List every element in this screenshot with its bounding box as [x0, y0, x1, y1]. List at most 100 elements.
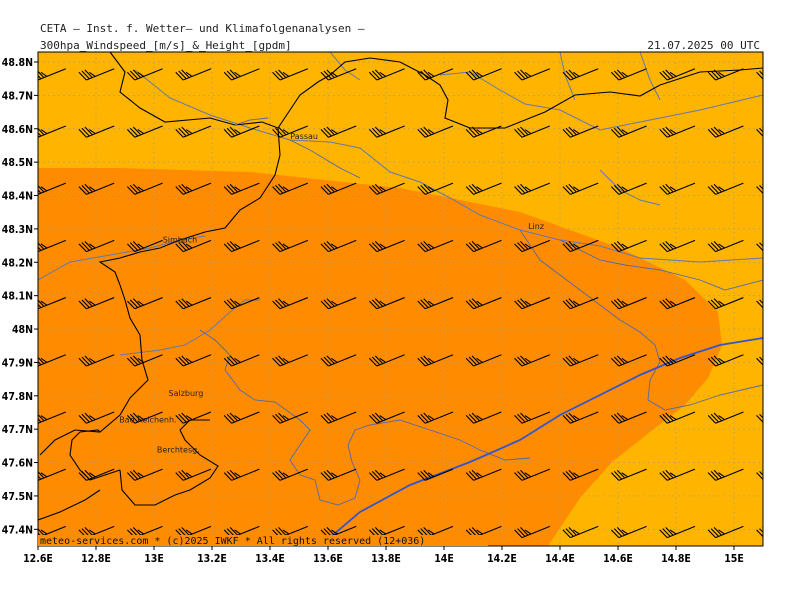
- lat-tick-label: 48.5N: [2, 157, 33, 169]
- wind-barb: [126, 182, 163, 195]
- wind-barb: [38, 411, 67, 424]
- wind-barb: [78, 239, 115, 253]
- lat-tick-label: 48N: [12, 324, 33, 336]
- wind-barb: [562, 239, 599, 253]
- wind-barb: [223, 182, 260, 195]
- wind-barb: [175, 354, 212, 367]
- wind-barb: [707, 182, 744, 195]
- city-label: Simbach: [163, 235, 198, 244]
- copyright-bg: [38, 535, 488, 546]
- lon-tick-label: 13.2E: [197, 553, 227, 565]
- height-contour: [319, 337, 763, 546]
- wind-barb: [126, 68, 163, 81]
- lat-tick-label: 47.5N: [2, 491, 33, 503]
- wind-barb: [223, 411, 260, 424]
- lat-tick-label: 48.4N: [2, 191, 33, 203]
- wind-barb: [320, 297, 357, 310]
- wind-barb: [465, 411, 502, 424]
- wind-barb: [707, 525, 744, 539]
- wind-barb: [78, 125, 115, 138]
- wind-barb: [272, 297, 309, 310]
- wind-barb: [514, 239, 551, 253]
- wind-barb: [659, 68, 696, 81]
- wind-barb: [417, 125, 454, 138]
- wind-barb: [272, 468, 309, 481]
- wind-barb: [78, 354, 115, 367]
- wind-barb: [38, 239, 67, 253]
- wind-barb: [562, 125, 599, 138]
- wind-barb: [514, 468, 551, 481]
- wind-barb: [78, 297, 115, 310]
- lat-tick-label: 48.1N: [2, 291, 33, 303]
- wind-barb: [465, 297, 502, 310]
- wind-barb: [514, 411, 551, 424]
- lat-tick-label: 47.6N: [2, 458, 33, 470]
- wind-barb: [223, 354, 260, 367]
- wind-barb: [38, 125, 67, 138]
- lat-tick-label: 47.7N: [2, 424, 33, 436]
- wind-barb: [38, 468, 67, 481]
- lat-axis: 48.8N 48.7N 48.6N 48.5N 48.4N 48.3N 48.2N 48.1N…: [2, 57, 38, 536]
- wind-barb: [175, 468, 212, 481]
- wind-barb: [78, 68, 115, 81]
- copyright-text: meteo-services.com * (c)2025 IWKF * All …: [40, 536, 425, 547]
- wind-barb: [126, 125, 163, 138]
- wind-barb: [465, 125, 502, 138]
- wind-barb: [610, 68, 647, 81]
- wind-barb: [320, 239, 357, 253]
- lon-tick-label: 13E: [144, 553, 164, 565]
- lon-tick-label: 14.8E: [661, 553, 691, 565]
- wind-barb: [38, 182, 67, 195]
- wind-barb: [272, 239, 309, 253]
- wind-barb: [562, 525, 599, 539]
- wind-barb: [417, 297, 454, 310]
- lon-tick-label: 15E: [724, 553, 744, 565]
- wind-barb: [417, 182, 454, 195]
- wind-barb: [465, 68, 502, 81]
- wind-barb: [659, 182, 696, 195]
- wind-barb: [223, 239, 260, 253]
- lon-tick-label: 14.2E: [487, 553, 517, 565]
- wind-barb: [175, 297, 212, 310]
- wind-barb: [223, 68, 260, 81]
- wind-barb: [272, 411, 309, 424]
- wind-barb: [320, 411, 357, 424]
- wind-barb: [465, 468, 502, 481]
- lat-tick-label: 48.7N: [2, 90, 33, 102]
- wind-barb: [126, 239, 163, 253]
- wind-barb: [514, 182, 551, 195]
- wind-barb: [610, 411, 647, 424]
- wind-barb: [126, 468, 163, 481]
- wind-barb: [659, 411, 696, 424]
- lat-tick-label: 48.6N: [2, 124, 33, 136]
- wind-barb: [126, 411, 163, 424]
- wind-barb: [610, 468, 647, 481]
- wind-barb: [707, 239, 744, 253]
- wind-barb: [659, 468, 696, 481]
- wind-barb: [175, 125, 212, 138]
- wind-barb: [417, 354, 454, 367]
- wind-barb: [272, 68, 309, 81]
- wind-barb: [514, 297, 551, 310]
- wind-barb: [272, 125, 309, 138]
- wind-barb: [562, 354, 599, 367]
- wind-barb: [707, 68, 744, 81]
- lat-tick-label: 48.3N: [2, 224, 33, 236]
- wind-barb: [368, 468, 405, 481]
- wind-barb: [417, 68, 454, 81]
- institute-title: CETA — Inst. f. Wetter— und Klimafolgena…: [40, 22, 365, 35]
- wind-barb: [78, 411, 115, 424]
- wind-barb: [562, 411, 599, 424]
- wind-barb: [610, 239, 647, 253]
- wind-barb: [610, 354, 647, 367]
- wind-barb: [368, 411, 405, 424]
- wind-barb: [38, 68, 67, 81]
- wind-barb: [610, 297, 647, 310]
- wind-barb: [659, 525, 696, 539]
- city-label: Bad Reichenh.: [119, 416, 176, 425]
- wind-barb: [514, 68, 551, 81]
- lat-tick-label: 47.4N: [2, 524, 33, 536]
- wind-barb: [175, 182, 212, 195]
- wind-barb: [78, 468, 115, 481]
- lat-tick-label: 47.8N: [2, 391, 33, 403]
